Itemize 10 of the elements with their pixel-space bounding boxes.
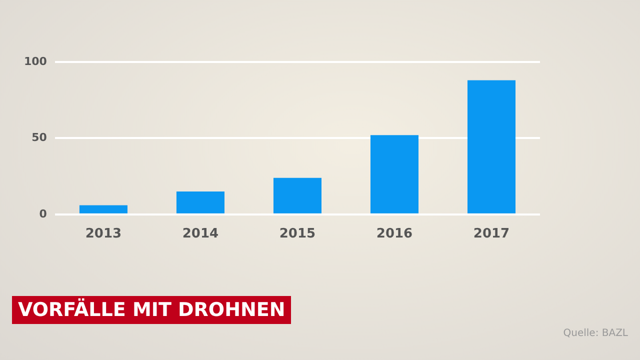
source-note: Quelle: BAZL: [563, 328, 628, 339]
x-tick-label: 2017: [473, 226, 510, 242]
x-tick-label: 2015: [279, 226, 316, 242]
text: VORFÄLLE MIT DROHNEN: [12, 296, 292, 324]
y-tick-label: 100: [24, 54, 48, 68]
x-tick-label: 2013: [85, 226, 122, 242]
x-tick-label: 2014: [182, 226, 219, 242]
y-tick-label: 0: [39, 207, 48, 220]
y-tick-label: 50: [32, 131, 48, 144]
x-tick-label: 2016: [376, 226, 413, 242]
